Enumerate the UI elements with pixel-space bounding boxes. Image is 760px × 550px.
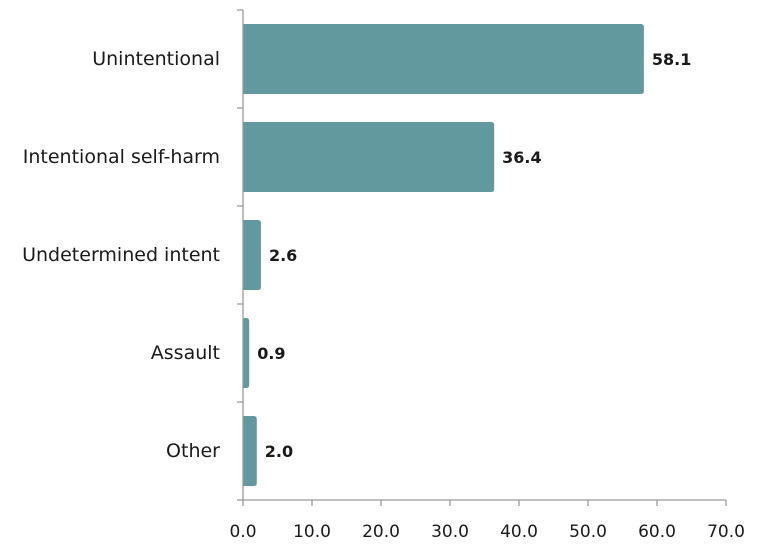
x-tick-label-5: 50.0 bbox=[569, 522, 607, 542]
category-label-3: Assault bbox=[151, 342, 220, 364]
category-label-1: Intentional self-harm bbox=[23, 146, 220, 168]
bars-group bbox=[243, 24, 644, 486]
value-label-4: 2.0 bbox=[265, 442, 293, 461]
value-labels-group: 58.1 36.4 2.6 0.9 2.0 bbox=[257, 50, 691, 461]
value-label-1: 36.4 bbox=[502, 148, 541, 167]
category-label-2: Undetermined intent bbox=[22, 244, 220, 266]
value-label-3: 0.9 bbox=[257, 344, 285, 363]
category-label-4: Other bbox=[166, 440, 220, 462]
x-tick-label-7: 70.0 bbox=[707, 522, 745, 542]
x-tick-label-4: 40.0 bbox=[500, 522, 538, 542]
value-label-0: 58.1 bbox=[652, 50, 691, 69]
x-tick-label-2: 20.0 bbox=[362, 522, 400, 542]
x-tick-label-1: 10.0 bbox=[293, 522, 331, 542]
category-labels-group: Unintentional Intentional self-harm Undete… bbox=[22, 48, 220, 462]
bar-2 bbox=[243, 220, 261, 290]
x-tick-label-0: 0.0 bbox=[229, 522, 256, 542]
bar-1 bbox=[243, 122, 495, 192]
x-tick-label-3: 30.0 bbox=[431, 522, 469, 542]
category-label-0: Unintentional bbox=[92, 48, 220, 70]
bar-3 bbox=[243, 318, 250, 388]
y-ticks-group bbox=[237, 9, 243, 501]
axes-group bbox=[242, 10, 726, 501]
value-label-2: 2.6 bbox=[269, 246, 297, 265]
bar-4 bbox=[243, 416, 257, 486]
bar-0 bbox=[243, 24, 644, 94]
x-ticks-group: 0.0 10.0 20.0 30.0 40.0 50.0 60.0 70.0 bbox=[229, 500, 745, 542]
x-tick-label-6: 60.0 bbox=[638, 522, 676, 542]
